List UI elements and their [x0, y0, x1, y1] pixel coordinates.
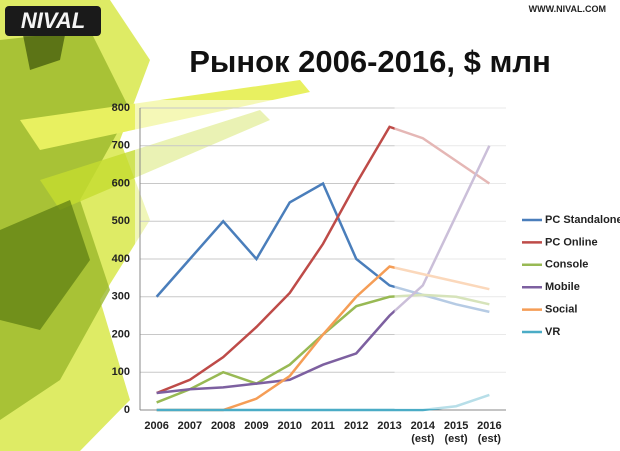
y-tick-label: 700: [112, 140, 130, 152]
legend-label: PC Online: [545, 236, 598, 248]
x-tick-label: 2011: [311, 420, 335, 432]
legend-label: Mobile: [545, 281, 580, 293]
x-tick-label: 2007: [178, 420, 202, 432]
y-tick-label: 300: [112, 291, 130, 303]
background-art: [0, 0, 310, 451]
logo-box: [5, 6, 101, 36]
x-tick-label: 2015 (est): [444, 420, 468, 445]
legend-label: PC Standalone: [545, 214, 620, 226]
y-tick-label: 800: [112, 102, 130, 114]
legend-label: Console: [545, 259, 588, 271]
legend-label: Social: [545, 304, 577, 316]
x-tick-label: 2009: [244, 420, 268, 432]
logo: NIVAL: [21, 8, 85, 33]
x-tick-label: 2010: [277, 420, 301, 432]
x-tick-label: 2013: [377, 420, 401, 432]
y-tick-label: 600: [112, 177, 130, 189]
y-tick-label: 200: [112, 328, 130, 340]
legend-label: VR: [545, 326, 560, 338]
site-url: WWW.NIVAL.COM: [529, 4, 606, 14]
estimate-fade: [394, 103, 506, 409]
x-tick-label: 2006: [144, 420, 168, 432]
y-tick-label: 100: [112, 366, 130, 378]
y-tick-label: 500: [112, 215, 130, 227]
x-tick-label: 2014 (est): [411, 420, 436, 445]
chart-title: Рынок 2006-2016, $ млн: [189, 44, 551, 79]
x-tick-label: 2012: [344, 420, 368, 432]
x-tick-label: 2016 (est): [477, 420, 501, 445]
y-tick-label: 400: [112, 253, 130, 265]
y-tick-label: 0: [124, 404, 130, 416]
x-tick-label: 2008: [211, 420, 235, 432]
